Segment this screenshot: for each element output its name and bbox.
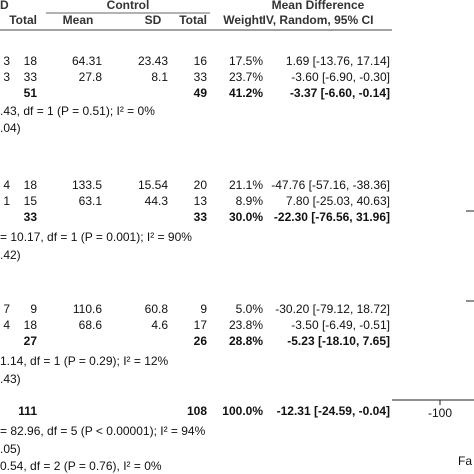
table-cell: 27.8 (79, 70, 103, 84)
table-cell: 27 (24, 334, 38, 348)
table-cell: 111 (18, 404, 37, 418)
table-cell: 64.31 (72, 54, 102, 68)
table-cell: 30.0% (229, 210, 263, 224)
table-cell: 4 (3, 318, 10, 332)
table-cell: 20 (194, 178, 208, 192)
column-header: Total (179, 13, 207, 27)
table-cell: 28.8% (229, 334, 263, 348)
table-cell: 60.8 (145, 302, 169, 316)
table-cell: -47.76 [-57.16, -38.36] (271, 178, 390, 192)
table-cell: 7.80 [-25.03, 40.63] (286, 194, 390, 208)
stat-note: .43, df = 1 (P = 0.51); I² = 0% (0, 104, 155, 118)
table-cell: 33 (194, 70, 208, 84)
table-cell: 23.43 (138, 54, 168, 68)
table-cell: 18 (24, 318, 38, 332)
table-cell: 21.1% (229, 178, 263, 192)
table-cell: 26 (194, 334, 208, 348)
column-header: Weight (223, 13, 263, 27)
column-header: IV, Random, 95% CI (263, 13, 374, 27)
table-cell: 13 (194, 194, 208, 208)
table-cell: -5.23 [-18.10, 7.65] (287, 334, 390, 348)
table-cell: 23.7% (229, 70, 263, 84)
table-cell: -3.60 [-6.90, -0.30] (291, 70, 390, 84)
table-cell: 33 (24, 210, 38, 224)
table-cell: 3 (3, 54, 10, 68)
table-cell: 8.9% (236, 194, 264, 208)
stat-note: .42) (0, 248, 21, 262)
table-cell: 18 (24, 178, 38, 192)
table-cell: 100.0% (222, 404, 263, 418)
table-cell: 49 (194, 86, 208, 100)
table-cell: 8.1 (151, 70, 168, 84)
axis-tick-label: -100 (428, 406, 452, 420)
table-cell: 1 (3, 194, 10, 208)
table-cell: 9 (200, 302, 207, 316)
group-header: Mean Difference (272, 0, 365, 12)
column-header: Mean (63, 13, 94, 27)
group-header: D (0, 0, 9, 12)
table-cell: 51 (24, 86, 38, 100)
table-cell: 15.54 (138, 178, 168, 192)
table-cell: 17.5% (229, 54, 263, 68)
table-cell: -3.37 [-6.60, -0.14] (290, 86, 390, 100)
table-cell: 133.5 (72, 178, 102, 192)
table-cell: 63.1 (79, 194, 103, 208)
table-cell: 15 (24, 194, 38, 208)
table-cell: 108 (187, 404, 207, 418)
table-cell: 5.0% (236, 302, 264, 316)
table-cell: 41.2% (229, 86, 263, 100)
column-header: Total (9, 13, 37, 27)
column-header: SD (145, 13, 162, 27)
table-cell: -3.50 [-6.49, -0.51] (291, 318, 390, 332)
table-cell: 1.69 [-13.76, 17.14] (286, 54, 390, 68)
stat-note: = 10.17, df = 1 (P = 0.001); I² = 90% (0, 230, 192, 244)
stat-note: 1.14, df = 1 (P = 0.29); I² = 12% (0, 354, 169, 368)
axis-caption: Fa (458, 454, 472, 468)
table-cell: 4 (3, 178, 10, 192)
stat-note: .43) (0, 372, 21, 386)
table-cell: 68.6 (79, 318, 103, 332)
table-cell: 7 (3, 302, 10, 316)
table-cell: -12.31 [-24.59, -0.04] (277, 404, 390, 418)
table-cell: 16 (194, 54, 208, 68)
table-cell: -22.30 [-76.56, 31.96] (274, 210, 390, 224)
group-header: Control (107, 0, 150, 12)
table-cell: 18 (24, 54, 38, 68)
table-cell: 3 (3, 70, 10, 84)
table-cell: 17 (194, 318, 208, 332)
table-cell: -30.20 [-79.12, 18.72] (275, 302, 390, 316)
stat-note: .04) (0, 121, 21, 135)
stat-note: = 82.96, df = 5 (P < 0.00001); I² = 94% (0, 424, 206, 438)
stat-note: .05) (0, 442, 21, 456)
table-cell: 110.6 (73, 302, 102, 316)
table-cell: 4.6 (151, 318, 168, 332)
table-cell: 33 (24, 70, 38, 84)
table-cell: 44.3 (145, 194, 169, 208)
table-cell: 9 (30, 302, 37, 316)
stat-note: 0.54, df = 2 (P = 0.76), I² = 0% (0, 459, 162, 473)
table-cell: 33 (194, 210, 208, 224)
table-cell: 23.8% (229, 318, 263, 332)
